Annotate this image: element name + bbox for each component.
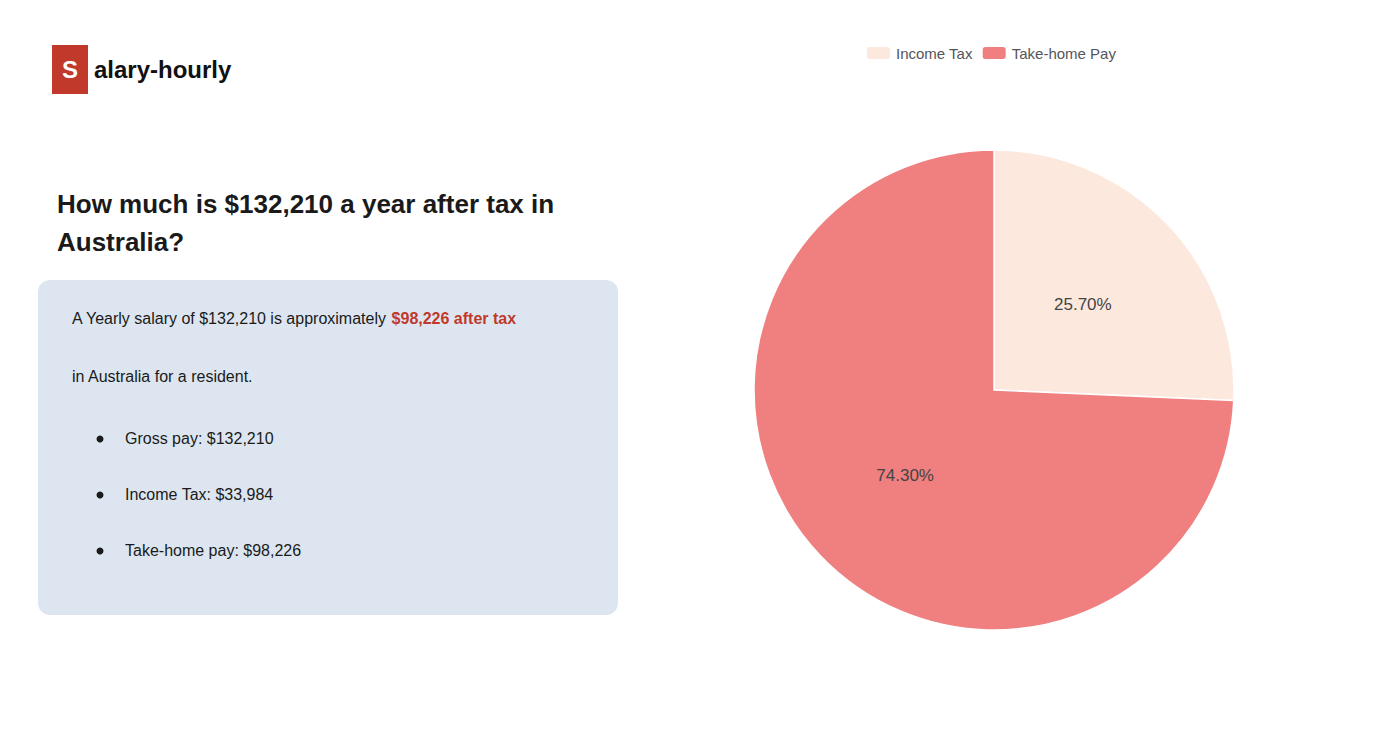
svg-text:S: S [62,56,78,83]
svg-text:Income Tax: $33,984: Income Tax: $33,984 [125,486,273,503]
svg-text:Take-home pay: $98,226: Take-home pay: $98,226 [125,542,301,559]
svg-text:25.70%: 25.70% [1054,295,1112,314]
svg-text:alary-hourly: alary-hourly [94,56,232,83]
svg-text:74.30%: 74.30% [876,466,934,485]
svg-text:A Yearly salary of $132,210 is: A Yearly salary of $132,210 is approxima… [72,310,390,327]
svg-text:$98,226 after tax: $98,226 after tax [392,310,517,327]
svg-text:Income Tax: Income Tax [896,45,973,62]
svg-text:Australia?: Australia? [57,227,184,257]
svg-text:How much is $132,210 a year af: How much is $132,210 a year after tax in [57,189,554,219]
svg-text:in Australia for a resident.: in Australia for a resident. [72,368,253,385]
svg-text:Take-home Pay: Take-home Pay [1012,45,1117,62]
svg-text:Gross pay: $132,210: Gross pay: $132,210 [125,430,274,447]
